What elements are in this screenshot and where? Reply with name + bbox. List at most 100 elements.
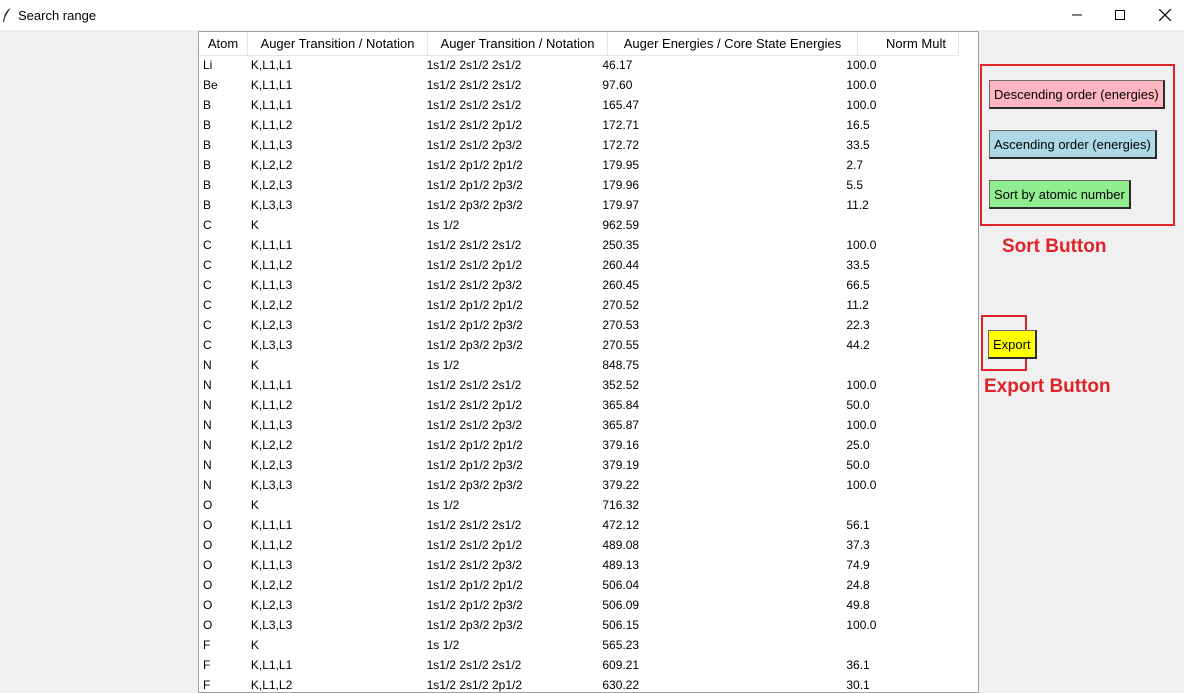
table-row[interactable]: N K,L2,L2 1s1/2 2p1/2 2p1/2 379.16 25.0 [199,435,941,455]
table-row[interactable]: C K,L2,L2 1s1/2 2p1/2 2p1/2 270.52 11.2 [199,295,941,315]
minimize-button[interactable] [1054,0,1100,30]
cell-notation-detail: 1s1/2 2s1/2 2p1/2 [426,538,523,552]
cell-norm-mult: 11.2 [846,198,869,212]
cell-notation-detail: 1s1/2 2s1/2 2p3/2 [426,278,523,292]
cell-notation-detail: 1s1/2 2s1/2 2p3/2 [426,558,523,572]
cell-notation-detail: 1s1/2 2s1/2 2p1/2 [426,118,523,132]
table-row[interactable]: O K 1s 1/2 716.32 [199,495,941,515]
table-row[interactable]: O K,L1,L2 1s1/2 2s1/2 2p1/2 489.08 37.3 [199,535,941,555]
table-row[interactable]: B K,L2,L3 1s1/2 2p1/2 2p3/2 179.96 5.5 [199,175,941,195]
cell-energy: 260.45 [602,278,640,292]
cell-notation-detail: 1s1/2 2s1/2 2s1/2 [426,58,522,72]
column-header-atom[interactable]: Atom [199,32,248,56]
table-row[interactable]: Be K,L1,L1 1s1/2 2s1/2 2s1/2 97.60 100.0 [199,75,941,95]
cell-atom: C [203,318,212,332]
maximize-button[interactable] [1097,0,1143,30]
cell-notation-detail: 1s1/2 2p3/2 2p3/2 [426,618,523,632]
cell-norm-mult: 36.1 [846,658,870,672]
ascending-order-button[interactable]: Ascending order (energies) [989,130,1157,159]
cell-norm-mult: 2.7 [846,158,864,172]
close-button[interactable] [1142,0,1184,30]
cell-energy: 489.08 [602,538,640,552]
cell-notation: K,L1,L2 [250,538,293,552]
table-row[interactable]: C K,L1,L3 1s1/2 2s1/2 2p3/2 260.45 66.5 [199,275,941,295]
cell-notation-detail: 1s1/2 2p1/2 2p3/2 [426,598,523,612]
table-row[interactable]: O K,L2,L3 1s1/2 2p1/2 2p3/2 506.09 49.8 [199,595,941,615]
table-row[interactable]: C K,L1,L1 1s1/2 2s1/2 2s1/2 250.35 100.0 [199,235,941,255]
cell-notation-detail: 1s1/2 2p1/2 2p3/2 [426,178,523,192]
cell-energy: 489.13 [602,558,640,572]
table-row[interactable]: O K,L1,L1 1s1/2 2s1/2 2s1/2 472.12 56.1 [199,515,941,535]
cell-notation: K,L1,L1 [250,98,293,112]
cell-atom: C [203,298,212,312]
cell-norm-mult: 50.0 [846,458,870,472]
sort-atomic-number-button[interactable]: Sort by atomic number [989,180,1131,209]
table-row[interactable]: O K,L2,L2 1s1/2 2p1/2 2p1/2 506.04 24.8 [199,575,941,595]
table-row[interactable]: B K,L1,L2 1s1/2 2s1/2 2p1/2 172.71 16.5 [199,115,941,135]
results-table[interactable]: Atom Auger Transition / Notation Auger T… [198,31,979,693]
cell-notation: K,L3,L3 [250,618,293,632]
table-row[interactable]: C K,L3,L3 1s1/2 2p3/2 2p3/2 270.55 44.2 [199,335,941,355]
cell-energy: 848.75 [602,358,640,372]
cell-energy: 472.12 [602,518,640,532]
cell-energy: 365.84 [602,398,640,412]
column-header-auger-notation[interactable]: Auger Transition / Notation [248,32,428,56]
cell-energy: 179.95 [602,158,640,172]
cell-notation-detail: 1s1/2 2p1/2 2p3/2 [426,458,523,472]
column-header-auger-notation-detail[interactable]: Auger Transition / Notation [428,32,608,56]
column-header-norm-mult[interactable]: Norm Mult [858,32,959,56]
table-row[interactable]: B K,L1,L1 1s1/2 2s1/2 2s1/2 165.47 100.0 [199,95,941,115]
table-row[interactable]: C K,L2,L3 1s1/2 2p1/2 2p3/2 270.53 22.3 [199,315,941,335]
cell-atom: B [203,178,212,192]
table-row[interactable]: B K,L2,L2 1s1/2 2p1/2 2p1/2 179.95 2.7 [199,155,941,175]
cell-energy: 506.09 [602,598,640,612]
minimize-icon [1072,10,1082,20]
cell-energy: 46.17 [602,58,633,72]
cell-notation: K,L1,L1 [250,658,293,672]
cell-norm-mult: 24.8 [846,578,870,592]
cell-atom: B [203,138,212,152]
table-row[interactable]: C K,L1,L2 1s1/2 2s1/2 2p1/2 260.44 33.5 [199,255,941,275]
sort-buttons-highlight [980,64,1175,226]
table-row[interactable]: N K,L2,L3 1s1/2 2p1/2 2p3/2 379.19 50.0 [199,455,941,475]
table-row[interactable]: N K,L1,L1 1s1/2 2s1/2 2s1/2 352.52 100.0 [199,375,941,395]
table-row[interactable]: F K,L1,L1 1s1/2 2s1/2 2s1/2 609.21 36.1 [199,655,941,675]
table-row[interactable]: N K,L3,L3 1s1/2 2p3/2 2p3/2 379.22 100.0 [199,475,941,495]
cell-energy: 716.32 [602,498,640,512]
cell-notation: K,L1,L2 [250,258,293,272]
table-row[interactable]: O K,L1,L3 1s1/2 2s1/2 2p3/2 489.13 74.9 [199,555,941,575]
table-row[interactable]: N K,L1,L2 1s1/2 2s1/2 2p1/2 365.84 50.0 [199,395,941,415]
cell-notation-detail: 1s1/2 2p1/2 2p1/2 [426,298,523,312]
cell-energy: 270.52 [602,298,640,312]
cell-norm-mult: 50.0 [846,398,870,412]
cell-norm-mult: 66.5 [846,278,870,292]
cell-norm-mult [842,635,941,655]
table-row[interactable]: O K,L3,L3 1s1/2 2p3/2 2p3/2 506.15 100.0 [199,615,941,635]
column-header-energies[interactable]: Auger Energies / Core State Energies [608,32,858,56]
cell-notation: K,L2,L3 [250,458,293,472]
table-row[interactable]: N K 1s 1/2 848.75 [199,355,941,375]
close-icon [1159,9,1171,21]
export-button-annotation: Export Button [984,376,1111,397]
cell-atom: O [203,558,213,572]
table-row[interactable]: N K,L1,L3 1s1/2 2s1/2 2p3/2 365.87 100.0 [199,415,941,435]
table-row[interactable]: F K 1s 1/2 565.23 [199,635,941,655]
table-row[interactable]: B K,L1,L3 1s1/2 2s1/2 2p3/2 172.72 33.5 [199,135,941,155]
table-row[interactable]: Li K,L1,L1 1s1/2 2s1/2 2s1/2 46.17 100.0 [199,55,941,75]
cell-notation: K,L1,L2 [250,398,293,412]
descending-order-button[interactable]: Descending order (energies) [989,80,1165,109]
export-button[interactable]: Export [988,330,1037,359]
cell-energy: 179.96 [602,178,640,192]
cell-notation-detail: 1s 1/2 [426,358,460,372]
cell-energy: 565.23 [602,638,640,652]
table-row[interactable]: C K 1s 1/2 962.59 [199,215,941,235]
cell-notation-detail: 1s 1/2 [426,498,460,512]
cell-notation: K,L3,L3 [250,198,293,212]
cell-atom: N [203,458,212,472]
title-bar: Search range [0,0,1184,30]
table-row[interactable]: F K,L1,L2 1s1/2 2s1/2 2p1/2 630.22 30.1 [199,675,941,692]
cell-notation: K,L1,L3 [250,418,293,432]
table-row[interactable]: B K,L3,L3 1s1/2 2p3/2 2p3/2 179.97 11.2 [199,195,941,215]
cell-atom: C [203,278,212,292]
cell-notation: K,L2,L3 [250,178,293,192]
